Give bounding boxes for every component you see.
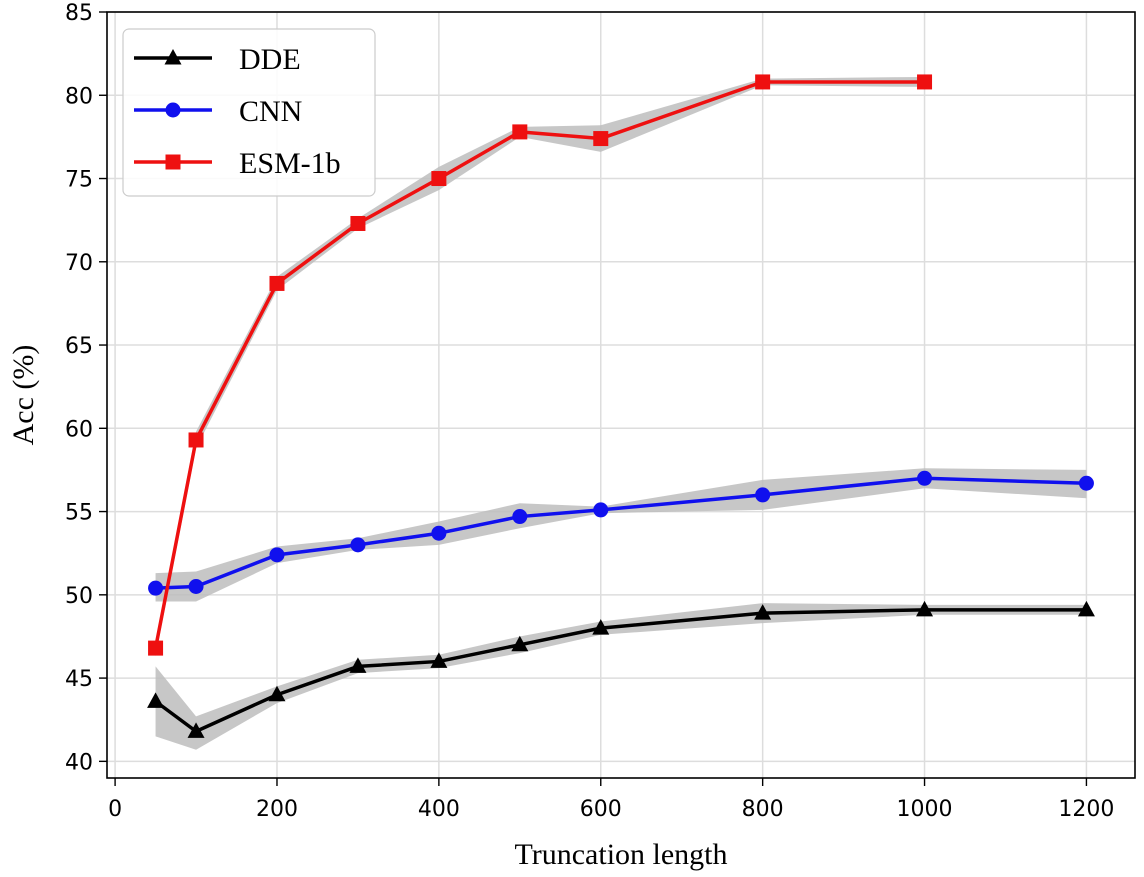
- line-dde: [154, 608, 1087, 734]
- point-cnn: [512, 509, 528, 525]
- point-esm-1b: [512, 124, 528, 140]
- legend-swatch-marker: [164, 49, 182, 65]
- line-cnn: [155, 476, 1087, 590]
- y-tick-label: 75: [65, 168, 93, 193]
- point-dde: [916, 600, 934, 617]
- x-tick-label: 1000: [897, 797, 953, 822]
- legend-swatch-marker: [165, 154, 181, 170]
- point-dde: [754, 604, 772, 620]
- legend-label: ESM-1b: [239, 147, 341, 180]
- x-tick-label: 800: [742, 797, 784, 822]
- y-axis-title: Acc (%): [7, 345, 40, 446]
- point-esm-1b: [269, 275, 285, 291]
- point-dde: [592, 619, 610, 635]
- point-cnn: [431, 525, 447, 541]
- marker-layer: [147, 74, 1095, 738]
- point-dde: [430, 652, 448, 668]
- point-dde: [349, 657, 367, 673]
- point-esm-1b: [188, 432, 204, 448]
- point-cnn: [269, 547, 285, 563]
- y-tick-label: 65: [65, 334, 93, 359]
- y-tick-label: 70: [65, 251, 93, 276]
- point-dde: [147, 692, 165, 708]
- point-cnn: [148, 580, 164, 596]
- x-tick-label: 600: [580, 797, 622, 822]
- point-esm-1b: [350, 215, 366, 231]
- point-cnn: [917, 470, 933, 486]
- point-esm-1b: [148, 640, 164, 656]
- point-dde: [268, 685, 286, 702]
- x-tick-label: 0: [108, 797, 122, 822]
- y-tick-label: 45: [65, 667, 93, 692]
- y-tick-label: 40: [65, 750, 93, 775]
- legend-swatch-marker: [165, 102, 181, 118]
- point-cnn: [1078, 475, 1094, 491]
- x-axis-title: Truncation length: [514, 838, 727, 871]
- point-cnn: [755, 487, 771, 503]
- legend: DDE CNN ESM-1b: [122, 28, 376, 197]
- band-cnn: [155, 468, 1087, 602]
- legend-label: DDE: [239, 43, 301, 76]
- legend-label: CNN: [239, 95, 302, 128]
- tick-layer: 0 200 400 600 800 1000 1200 40 45 50 55 60 65 70 75 80 8…: [65, 1, 1114, 822]
- point-esm-1b: [431, 171, 447, 187]
- legend-item-dde: DDE: [134, 43, 301, 76]
- point-esm-1b: [755, 74, 771, 90]
- y-tick-label: 50: [65, 584, 93, 609]
- legend-item-cnn: CNN: [134, 95, 302, 128]
- point-dde: [1077, 600, 1095, 617]
- point-dde: [511, 635, 529, 652]
- point-cnn: [188, 579, 204, 594]
- y-tick-label: 60: [65, 417, 93, 442]
- y-tick-label: 55: [65, 501, 93, 526]
- point-cnn: [593, 502, 609, 518]
- y-tick-label: 80: [65, 84, 93, 109]
- band-dde: [155, 603, 1087, 750]
- point-dde: [187, 722, 205, 738]
- x-tick-label: 1200: [1058, 797, 1114, 822]
- plot-frame: [106, 11, 1136, 779]
- point-esm-1b: [917, 74, 933, 90]
- point-esm-1b: [593, 131, 609, 147]
- legend-item-esm-1b: ESM-1b: [134, 147, 341, 180]
- y-tick-label: 85: [65, 1, 93, 26]
- x-tick-label: 200: [256, 797, 298, 822]
- legend-items: DDE CNN ESM-1b: [134, 43, 341, 180]
- legend-box: [122, 28, 376, 197]
- point-cnn: [350, 537, 366, 553]
- x-tick-label: 400: [418, 797, 460, 822]
